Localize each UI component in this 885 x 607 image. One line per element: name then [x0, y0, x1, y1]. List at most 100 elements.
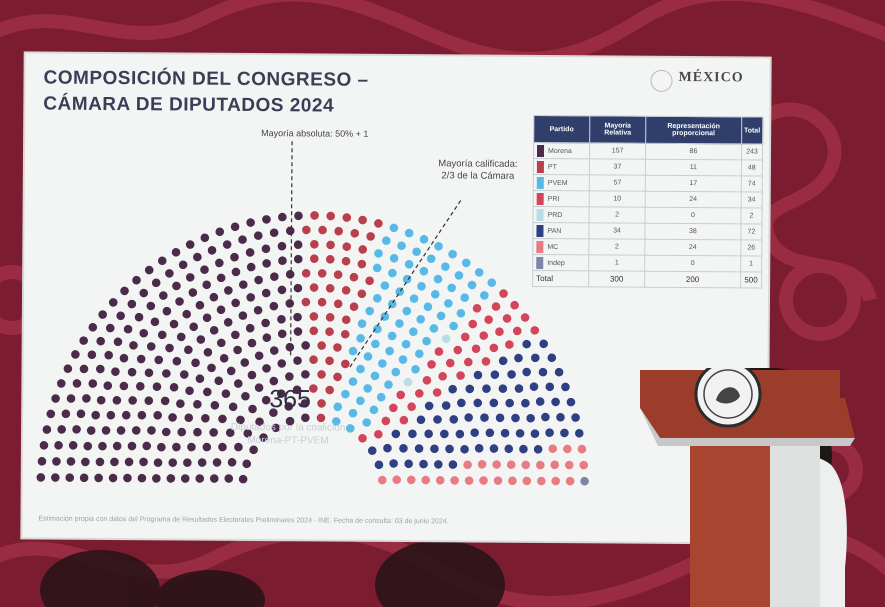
seat-dot	[172, 442, 181, 452]
seat-dot	[489, 444, 499, 453]
total-all: 500	[740, 271, 762, 289]
seat-dot	[560, 428, 569, 438]
total-cell: 34	[740, 191, 763, 209]
seat-dot	[276, 389, 286, 399]
seat-dot	[372, 293, 382, 303]
seat-dot	[554, 367, 564, 377]
seat-dot	[465, 384, 475, 394]
seat-dot	[112, 396, 122, 405]
seat-dot	[456, 371, 465, 380]
seat-dot	[269, 376, 279, 386]
mr-cell: 37	[589, 158, 646, 176]
seat-dot	[461, 258, 471, 268]
seat-dot	[124, 457, 134, 467]
seat-dot	[356, 364, 365, 374]
seat-dot	[415, 389, 424, 398]
seat-dot	[51, 394, 60, 403]
seat-dot	[123, 473, 132, 483]
seat-dot	[350, 229, 360, 238]
seat-dot	[261, 318, 270, 328]
seat-dot	[151, 278, 161, 288]
seat-dot	[448, 460, 458, 469]
seat-dot	[98, 310, 107, 319]
seat-dot	[224, 286, 233, 295]
seat-dot	[176, 399, 185, 408]
seat-dot	[104, 350, 113, 360]
seat-dot	[195, 474, 205, 483]
seat-dot	[467, 280, 477, 290]
seat-dot	[409, 327, 418, 337]
seat-dot	[88, 379, 98, 388]
seat-dot	[422, 376, 432, 385]
seat-dot	[242, 459, 252, 469]
seat-dot	[471, 344, 481, 354]
seat-dot	[345, 424, 355, 433]
seat-dot	[191, 358, 200, 368]
seat-dot	[277, 285, 287, 295]
seat-dot	[165, 269, 174, 278]
rp-cell: 0	[645, 207, 741, 224]
seat-dot	[372, 263, 382, 273]
party-name: PAN	[547, 227, 562, 235]
seat-dot	[434, 347, 444, 356]
seat-dot	[254, 351, 264, 361]
seat-dot	[157, 442, 166, 452]
seat-dot	[356, 334, 365, 343]
seat-dot	[195, 374, 205, 384]
mr-cell: 2	[589, 206, 646, 224]
seat-dot	[165, 343, 174, 353]
seat-dot	[468, 319, 478, 329]
table-header: Representación proporcional	[645, 116, 742, 144]
seat-dot	[185, 240, 195, 249]
seat-dot	[261, 288, 271, 298]
seat-dot	[325, 255, 335, 264]
seat-dot	[209, 326, 219, 335]
seat-dot	[441, 401, 451, 410]
seat-dot	[389, 403, 398, 413]
seat-dot	[254, 275, 263, 285]
seat-dot	[398, 355, 408, 364]
seat-dot	[79, 473, 89, 483]
seat-dot	[87, 350, 97, 360]
seat-dot	[541, 412, 550, 422]
seat-dot	[376, 392, 386, 402]
seat-dot	[349, 302, 359, 312]
seat-dot	[142, 441, 152, 451]
seat-dot	[202, 442, 212, 452]
seat-dot	[493, 476, 503, 485]
party-cell: PRI	[533, 190, 590, 207]
seat-dot	[227, 458, 237, 467]
seat-dot	[96, 395, 106, 405]
seat-dot	[414, 444, 424, 453]
seat-dot	[522, 339, 531, 349]
party-cell: PT	[533, 158, 590, 175]
seat-dot	[180, 474, 190, 483]
seat-dot	[301, 370, 310, 379]
seat-dot	[61, 409, 71, 419]
seat-dot	[450, 476, 459, 485]
seat-dot	[226, 366, 236, 376]
seat-dot	[430, 444, 439, 454]
seat-dot	[184, 345, 193, 355]
seat-dot	[278, 256, 287, 266]
seat-dot	[57, 425, 66, 434]
seat-dot	[152, 382, 162, 392]
seat-dot	[357, 259, 367, 269]
seat-dot	[71, 350, 80, 359]
seat-dot	[551, 397, 560, 407]
seat-dot	[292, 385, 302, 395]
table-row: PVEM 57 17 74	[533, 174, 763, 193]
seat-dot	[561, 382, 570, 392]
seat-dot	[395, 319, 404, 328]
seat-dot	[498, 356, 508, 366]
seat-dot	[234, 442, 243, 452]
seat-dot	[342, 213, 352, 222]
seat-dot	[438, 372, 447, 381]
seat-dot	[189, 322, 198, 332]
seat-dot	[508, 476, 517, 486]
seat-dot	[83, 441, 93, 451]
seat-dot	[333, 270, 343, 279]
party-name: Morena	[548, 147, 572, 155]
seat-dot	[245, 248, 255, 257]
seat-dot	[342, 242, 352, 251]
